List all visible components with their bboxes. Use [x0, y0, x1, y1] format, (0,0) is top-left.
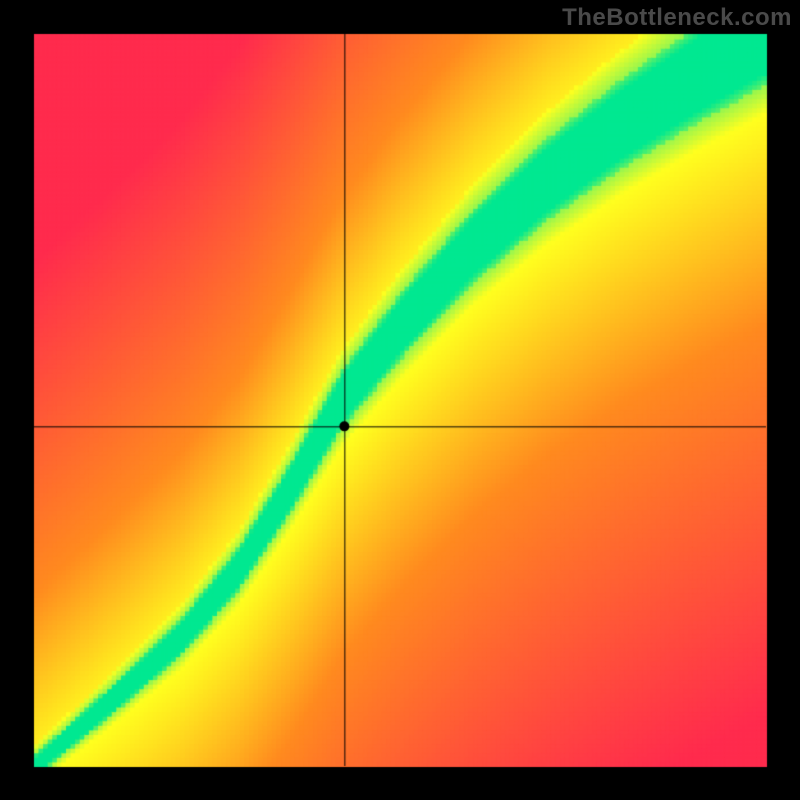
bottleneck-heatmap [0, 0, 800, 800]
watermark-text: TheBottleneck.com [562, 4, 792, 32]
